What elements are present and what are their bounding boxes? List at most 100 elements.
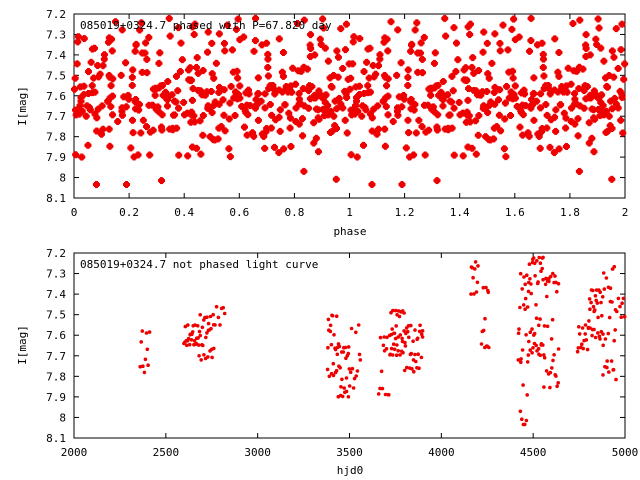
phased-point <box>510 15 518 23</box>
phased-point <box>226 99 234 107</box>
phased-point <box>268 111 276 119</box>
phased-point <box>341 116 349 124</box>
phased-point <box>204 28 212 36</box>
light-curve-point <box>556 347 561 351</box>
phased-point <box>520 86 528 94</box>
phased-point <box>439 77 447 85</box>
light-curve-point <box>332 333 336 337</box>
phased-point <box>465 85 473 93</box>
light-curve-point <box>549 337 554 341</box>
phased-point <box>138 68 146 76</box>
phased-point <box>455 98 463 106</box>
light-curve-point <box>598 337 602 341</box>
phased-point <box>384 47 392 55</box>
phased-point <box>127 144 135 152</box>
light-curve-point <box>545 294 549 299</box>
phased-point <box>472 117 480 125</box>
phased-point <box>528 96 536 104</box>
phased-point <box>480 102 488 110</box>
phased-point <box>382 94 390 102</box>
light-curve-point <box>519 357 523 361</box>
phased-point <box>143 55 151 63</box>
phased-point <box>410 151 418 159</box>
phased-point <box>234 92 242 100</box>
phased-point <box>225 145 233 153</box>
phased-point <box>411 26 419 34</box>
phased-point <box>502 153 510 161</box>
phased-point <box>393 71 401 79</box>
light-curve-point <box>142 370 147 375</box>
phased-point <box>517 107 525 115</box>
phased-point <box>287 142 295 150</box>
phased-point <box>491 100 499 108</box>
light-curve-point <box>593 335 598 340</box>
phased-point <box>496 86 504 94</box>
light-curve-point <box>481 328 486 333</box>
light-curve-point <box>335 352 340 357</box>
phased-point <box>215 100 223 108</box>
phased-point <box>208 109 216 117</box>
light-curve-point <box>612 264 617 269</box>
phased-point <box>495 111 503 119</box>
phased-point <box>524 129 532 137</box>
light-curve-point <box>542 353 546 357</box>
unphased-x-tick-label: 2000 <box>61 446 88 459</box>
phased-point <box>350 33 358 41</box>
light-curve-point <box>398 333 403 337</box>
light-curve-point <box>206 321 211 326</box>
light-curve-point <box>346 395 351 399</box>
unphased-y-tick-label: 7.3 <box>46 268 66 281</box>
phased-point <box>90 74 98 82</box>
phased-point <box>279 72 287 80</box>
phased-point <box>272 116 280 124</box>
phased-point <box>404 66 412 74</box>
phased-point <box>428 105 436 113</box>
phased-point <box>488 59 496 67</box>
phased-point <box>215 88 223 96</box>
phased-point <box>163 102 171 110</box>
light-curve-point <box>600 295 605 299</box>
light-curve-point <box>553 274 557 278</box>
phased-point <box>107 103 115 111</box>
phased-point <box>118 111 126 119</box>
light-curve-point <box>528 348 532 352</box>
light-curve-point <box>605 359 609 363</box>
phased-point <box>108 47 116 55</box>
phased-point <box>295 100 303 108</box>
phased-point <box>430 108 438 116</box>
phased-point <box>515 33 523 41</box>
phased-point <box>74 38 82 46</box>
light-curve-point <box>601 332 605 336</box>
light-curve-point <box>402 368 407 373</box>
phased-point <box>236 36 244 44</box>
light-curve-point <box>523 422 527 427</box>
phased-point <box>82 112 90 120</box>
phased-point <box>176 68 184 76</box>
phased-point <box>149 101 157 109</box>
light-curve-point <box>413 328 417 332</box>
phased-point <box>155 59 163 67</box>
phased-point <box>610 53 618 61</box>
light-curve-point <box>339 385 343 389</box>
light-curve-point <box>331 373 336 378</box>
unphased-x-axis-label: hjd0 <box>337 464 364 477</box>
phased-point <box>246 102 254 110</box>
light-curve-point <box>545 324 550 329</box>
light-curve-point <box>531 346 535 350</box>
phased-point <box>264 50 272 58</box>
light-curve-point <box>186 323 190 327</box>
phased-point <box>562 124 570 132</box>
phased-point <box>398 103 406 111</box>
phased-point <box>106 73 114 81</box>
phased-point <box>526 47 534 55</box>
phased-point <box>387 18 395 26</box>
phased-point <box>527 14 535 22</box>
phased-point <box>353 153 361 161</box>
phased-point <box>562 142 570 150</box>
phased-point <box>395 93 403 101</box>
light-curve-point <box>392 347 397 352</box>
phased-point <box>464 23 472 31</box>
phased-point <box>280 145 288 153</box>
phased-point <box>151 91 159 99</box>
phased-point <box>212 59 220 67</box>
